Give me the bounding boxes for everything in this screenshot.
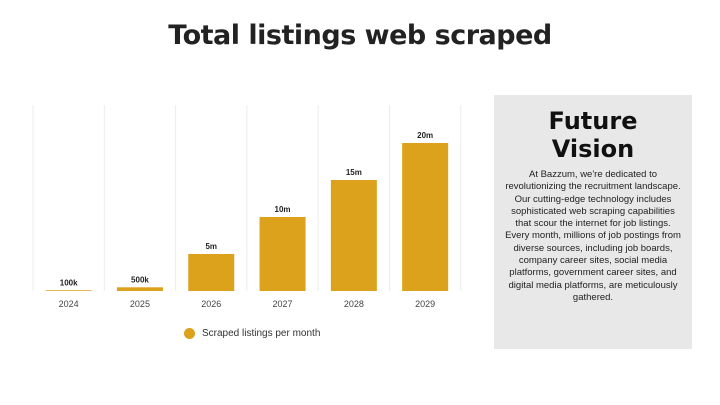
chart-title: Total listings web scraped <box>168 20 552 51</box>
panel-body: At Bazzum, we're dedicated to revolution… <box>505 169 681 303</box>
data-label-2024: 100k <box>60 278 78 287</box>
data-label-2029: 20m <box>417 131 433 140</box>
future-vision-panel: Future Vision At Bazzum, we're dedicated… <box>494 95 692 349</box>
x-tick-label-2024: 2024 <box>59 299 79 309</box>
x-tick-label-2028: 2028 <box>344 299 364 309</box>
data-label-2027: 10m <box>275 205 291 214</box>
x-tick-label-2029: 2029 <box>415 299 435 309</box>
bar-2028 <box>330 180 377 291</box>
bar-2029 <box>402 143 449 291</box>
panel-heading: Future Vision <box>548 107 638 163</box>
legend-swatch <box>184 328 195 339</box>
legend-label: Scraped listings per month <box>202 328 321 339</box>
bar-2025 <box>116 287 163 291</box>
data-label-2025: 500k <box>131 275 149 284</box>
bar-chart: 100k 2024 500k 2025 5m 2026 10m 2027 15m 2028 20m 2… <box>32 105 462 309</box>
bar-2024 <box>45 290 92 291</box>
data-label-2026: 5m <box>205 242 217 251</box>
bar-2027 <box>259 217 306 291</box>
x-tick-label-2027: 2027 <box>273 299 293 309</box>
bar-2026 <box>188 254 235 291</box>
data-label-2028: 15m <box>346 168 362 177</box>
x-tick-label-2025: 2025 <box>130 299 150 309</box>
legend: Scraped listings per month <box>184 328 320 339</box>
x-tick-label-2026: 2026 <box>201 299 221 309</box>
